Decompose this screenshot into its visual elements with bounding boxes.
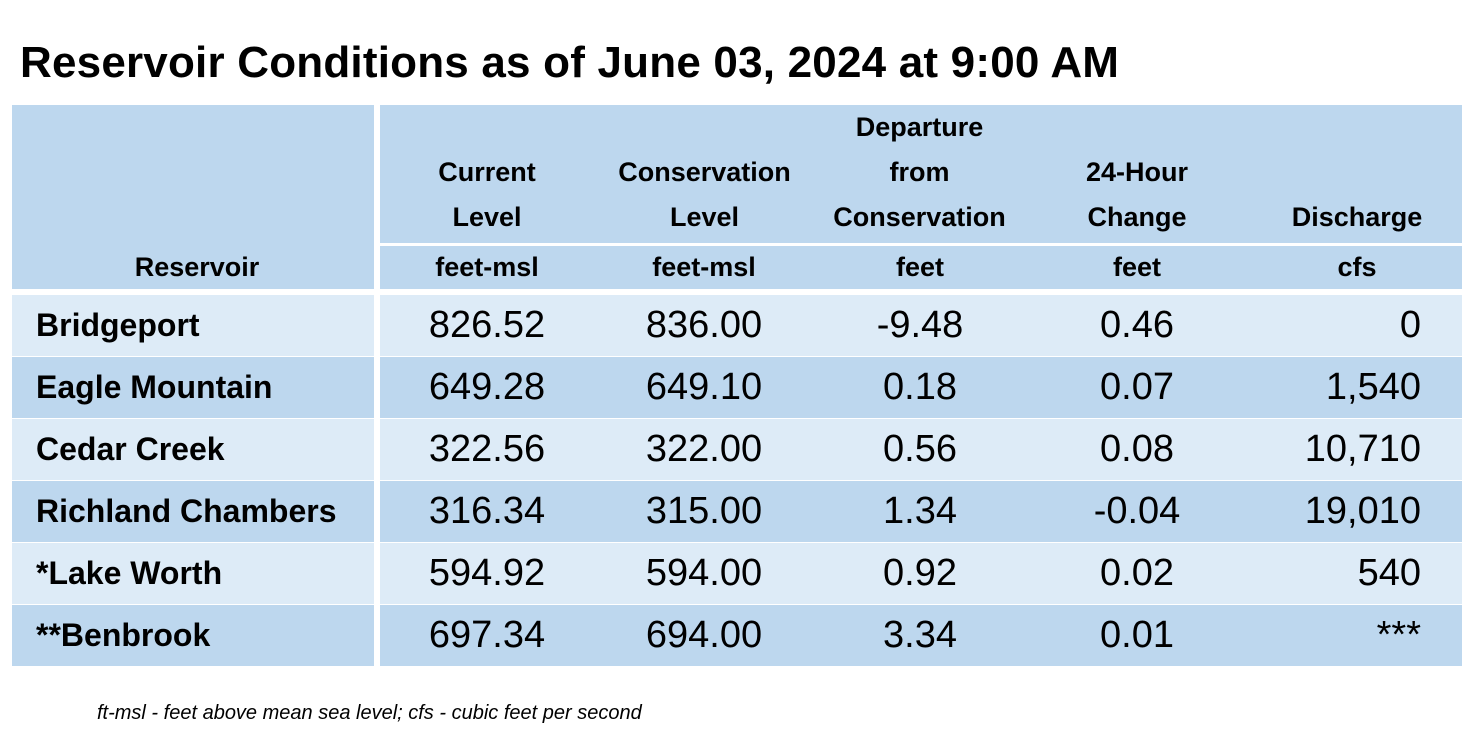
table-row: *Lake Worth 594.92 594.00 0.92 0.02 540 [12,543,1462,604]
column-divider [374,105,380,666]
unit-conservation: feet-msl [652,252,756,282]
header-current: Current Level [438,157,536,232]
unit-departure: feet [895,252,944,282]
table-row: **Benbrook 697.34 694.00 3.34 0.01 *** [12,605,1462,666]
header-divider [380,243,1462,246]
header-discharge: Discharge [1291,202,1423,232]
unit-discharge: cfs [1337,252,1377,282]
header-departure: Departure from Conservation [833,112,1006,232]
header-bottom-border [12,289,1462,295]
table-row: Eagle Mountain 649.28 649.10 0.18 0.07 1… [12,357,1462,418]
header-reservoir: Reservoir [134,252,260,282]
header-24hr-change: 24-Hour Change [1085,157,1188,232]
table-header [12,105,1462,289]
reservoir-table: Current Level Conservation Level Departu… [12,105,1462,666]
table-row: Bridgeport 826.52 836.00 -9.48 0.46 0 [12,295,1462,356]
unit-change: feet [1112,252,1161,282]
footnote: ft-msl - feet above mean sea level; cfs … [97,702,642,724]
header-conservation: Conservation Level [618,157,791,232]
page-title: Reservoir Conditions as of June 03, 2024… [20,38,1120,87]
table-row: Richland Chambers 316.34 315.00 1.34 -0.… [12,481,1462,542]
table-row: Cedar Creek 322.56 322.00 0.56 0.08 10,7… [12,419,1462,480]
unit-current: feet-msl [435,252,539,282]
